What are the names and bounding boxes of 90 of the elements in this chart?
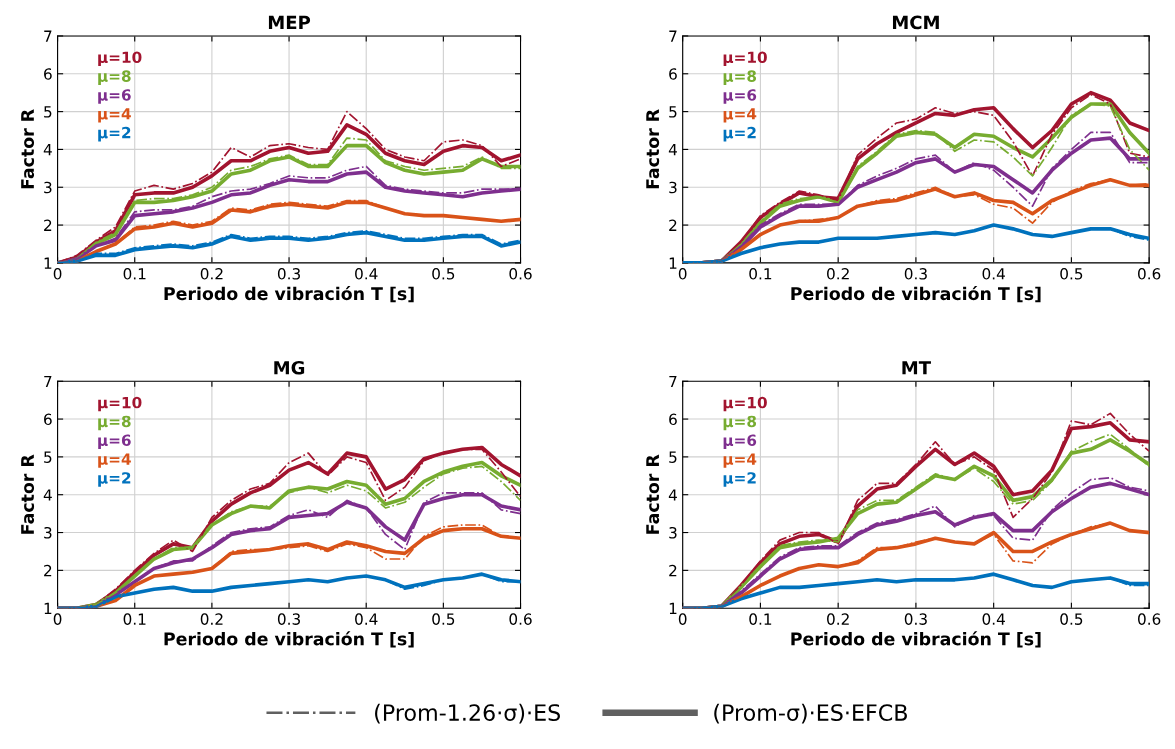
y-tick-label: 3 [669,527,677,539]
x-tick-label: 0.1 [123,268,146,280]
x-tick-label: 0.2 [200,613,223,625]
y-axis-title: Factor R [21,109,35,189]
x-tick-label: 0.4 [355,268,378,280]
text: μ=10 [723,51,767,67]
text: μ=2 [723,126,756,142]
chart-title: MCM [892,15,939,30]
y-tick-label: 3 [669,181,677,194]
y-tick-label: 6 [44,413,52,426]
y-axis-title: Factor R [21,454,35,534]
text: μ=4 [723,453,757,468]
text: μ=4 [98,108,131,123]
y-tick-label: 1 [44,257,52,269]
x-tick-label: 0.3 [277,613,300,625]
y-tick-label: 2 [44,219,52,231]
y-tick-label: 1 [44,602,52,614]
text: μ=6 [98,434,131,449]
y-tick-label: 5 [669,106,677,118]
x-axis-title: Periodo de vibración T [s] [791,286,1041,303]
y-tick-label: 2 [669,564,677,577]
x-tick-label: 0.4 [355,613,378,625]
text: (Prom-1.26·σ)·ES [375,703,560,724]
x-tick-label: 0.6 [1138,268,1161,280]
y-axis-title: Factor R [646,109,660,189]
y-tick-label: 5 [44,451,52,463]
y-tick-label: 5 [44,106,52,118]
text: μ=4 [98,453,131,468]
y-tick-label: 6 [669,68,677,80]
text: μ=2 [98,126,131,142]
x-axis-title: Periodo de vibración T [s] [791,631,1041,648]
y-tick-label: 6 [44,68,52,80]
y-tick-label: 3 [44,181,52,194]
y-tick-label: 1 [669,257,677,269]
text: (Prom-σ)·ES·EFCB [714,703,907,724]
text: μ=2 [98,472,131,487]
y-tick-label: 7 [44,30,52,42]
x-axis-title: Periodo de vibración T [s] [164,286,414,303]
x-tick-label: 0.3 [904,268,927,280]
x-tick-label: 0.1 [123,613,146,625]
x-tick-label: 0 [678,613,687,625]
text: μ=8 [98,415,131,431]
y-tick-label: 4 [668,489,677,501]
x-tick-label: 0.1 [749,613,772,625]
y-tick-label: 2 [669,219,677,231]
x-tick-label: 0 [678,268,687,280]
x-tick-label: 0.5 [432,613,455,625]
y-tick-label: 6 [669,413,677,426]
y-tick-label: 1 [669,602,677,614]
y-tick-label: 4 [43,489,52,501]
x-tick-label: 0.6 [1138,613,1161,625]
x-tick-label: 0.2 [200,268,223,280]
y-tick-label: 7 [669,30,677,42]
y-tick-label: 2 [44,564,52,577]
text: μ=4 [723,108,757,123]
x-tick-label: 0.2 [827,268,849,280]
text: μ=6 [723,89,757,104]
x-tick-label: 0.1 [749,268,772,280]
x-tick-label: 0.3 [904,613,927,625]
x-tick-label: 0.4 [982,613,1005,625]
y-tick-label: 4 [43,144,52,156]
y-tick-label: 7 [669,375,677,388]
text: μ=2 [723,472,756,487]
text: μ=6 [98,89,131,104]
text: μ=8 [723,70,757,85]
x-tick-label: 0.6 [509,613,532,625]
chart-title: MEP [268,15,311,30]
y-axis-title: Factor R [646,454,660,534]
y-tick-label: 7 [44,375,52,388]
y-tick-label: 4 [668,144,677,156]
x-tick-label: 0.4 [982,268,1005,280]
x-tick-label: 0 [53,268,62,280]
x-tick-label: 0.6 [509,268,532,280]
text: μ=8 [723,415,757,431]
x-tick-label: 0.5 [432,268,455,280]
chart-title: MG [274,360,305,375]
text: μ=10 [723,396,767,412]
text: μ=6 [723,434,757,449]
chart-title: MT [902,361,931,375]
text: μ=8 [98,70,131,85]
x-tick-label: 0.3 [277,268,300,280]
text: μ=10 [98,51,142,67]
x-tick-label: 0 [53,613,62,625]
y-tick-label: 5 [669,451,677,463]
x-axis-title: Periodo de vibración T [s] [164,631,414,648]
x-tick-label: 0.5 [1060,268,1083,280]
x-tick-label: 0.5 [1060,613,1083,625]
y-tick-label: 3 [44,527,52,539]
x-tick-label: 0.2 [827,613,849,625]
text: μ=10 [98,396,142,412]
